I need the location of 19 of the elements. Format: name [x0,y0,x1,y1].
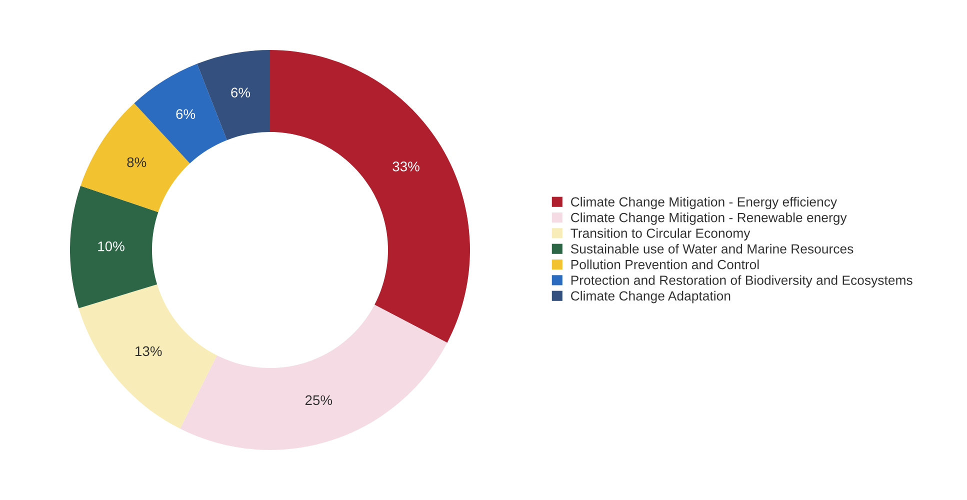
legend-label: Protection and Restoration of Biodiversity and Ecosystems [571,275,912,288]
legend-label: Transition to Circular Economy [570,228,750,241]
data-label: 6% [231,88,250,98]
data-label: 25% [305,395,332,406]
legend-label: Climate Change Adaptation [571,290,730,304]
data-label: 33% [392,162,420,172]
data-label: 8% [127,157,146,168]
legend-label: Sustainable use of Water and Marine Resources [570,244,854,254]
donut-slice [270,50,470,343]
donut-slice [197,50,270,140]
legend-label: Pollution Prevention and Control [571,260,759,270]
donut-slice [180,304,448,450]
donut-slice [70,186,158,308]
legend-label: Climate Change Mitigation - Energy efficiency [571,196,838,210]
data-label: 13% [136,346,162,356]
data-label: 10% [98,241,124,252]
donut-slice [78,284,217,429]
data-label: 6% [176,109,196,120]
legend-label: Climate Change Mitigation - Renewable energy [571,212,847,225]
